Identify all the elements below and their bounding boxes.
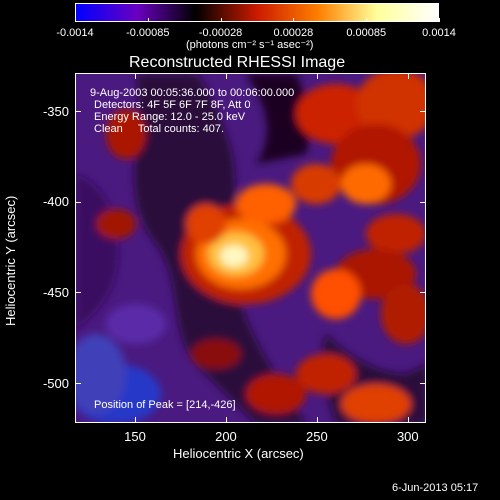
colorbar-tick-label: 0.0014: [422, 27, 456, 39]
observation-time: 9-Aug-2003 00:05:36.000 to 00:06:00.000: [90, 87, 295, 99]
y-axis-label: Heliocentric Y (arcsec): [3, 195, 18, 326]
colorbar: [75, 3, 439, 22]
y-tick-mark: [75, 111, 81, 113]
colorbar-tick-mark: [75, 18, 76, 22]
colorbar-tick-mark: [366, 18, 368, 22]
colorbar-tick-mark: [220, 18, 222, 22]
peak-position: Position of Peak = [214,-426]: [94, 399, 236, 411]
footer-date: 6-Jun-2013 05:17: [392, 482, 479, 494]
y-tick-mark: [75, 292, 81, 294]
x-tick-mark: [407, 417, 409, 423]
colorbar-tick-label: 0.00028: [273, 27, 314, 39]
colorbar-unit-label: (photons cm⁻² s⁻¹ asec⁻²): [186, 39, 314, 51]
x-tick-mark: [225, 417, 227, 423]
x-tick-label: 250: [306, 429, 328, 444]
colorbar-tick-mark: [439, 18, 440, 22]
colorbar-tick-label: -0.00085: [126, 27, 170, 39]
y-tick-mark: [75, 383, 81, 385]
x-tick-label: 200: [215, 429, 237, 444]
y-tick-label: -350: [42, 103, 69, 119]
x-tick-mark: [135, 73, 136, 79]
colorbar-tick-label: 0.00085: [346, 27, 387, 39]
rhessi-image: 9-Aug-2003 00:05:36.000 to 00:06:00.000 …: [75, 73, 426, 423]
x-tick-mark: [135, 417, 136, 423]
x-tick-label: 150: [124, 429, 146, 444]
colorbar-tick-mark: [147, 18, 149, 22]
x-axis-label: Heliocentric X (arcsec): [173, 446, 304, 461]
y-tick-label: -500: [42, 375, 69, 391]
energy-range: Energy Range: 12.0 - 25.0 keV: [94, 111, 246, 123]
colorbar-tick-label: -0.0014: [56, 27, 94, 39]
y-tick-mark: [420, 111, 426, 113]
y-tick-mark: [420, 383, 426, 385]
y-tick-label: -400: [42, 194, 69, 210]
y-tick-mark: [420, 292, 426, 294]
colorbar-tick-mark: [293, 18, 295, 22]
x-tick-mark: [316, 417, 318, 423]
colorbar-tick-label: -0.00028: [198, 27, 243, 39]
x-tick-mark: [407, 73, 409, 79]
y-tick-mark: [75, 201, 81, 203]
y-tick-mark: [420, 201, 426, 203]
y-tick-label: -450: [42, 284, 69, 300]
plot-title: Reconstructed RHESSI Image: [129, 54, 346, 71]
x-tick-label: 300: [396, 429, 419, 444]
x-tick-mark: [225, 73, 227, 79]
clean-total-counts: Clean Total counts: 407.: [94, 123, 225, 135]
detectors-info: Detectors: 4F 5F 6F 7F 8F, Att 0: [94, 99, 251, 111]
x-tick-mark: [316, 73, 318, 79]
